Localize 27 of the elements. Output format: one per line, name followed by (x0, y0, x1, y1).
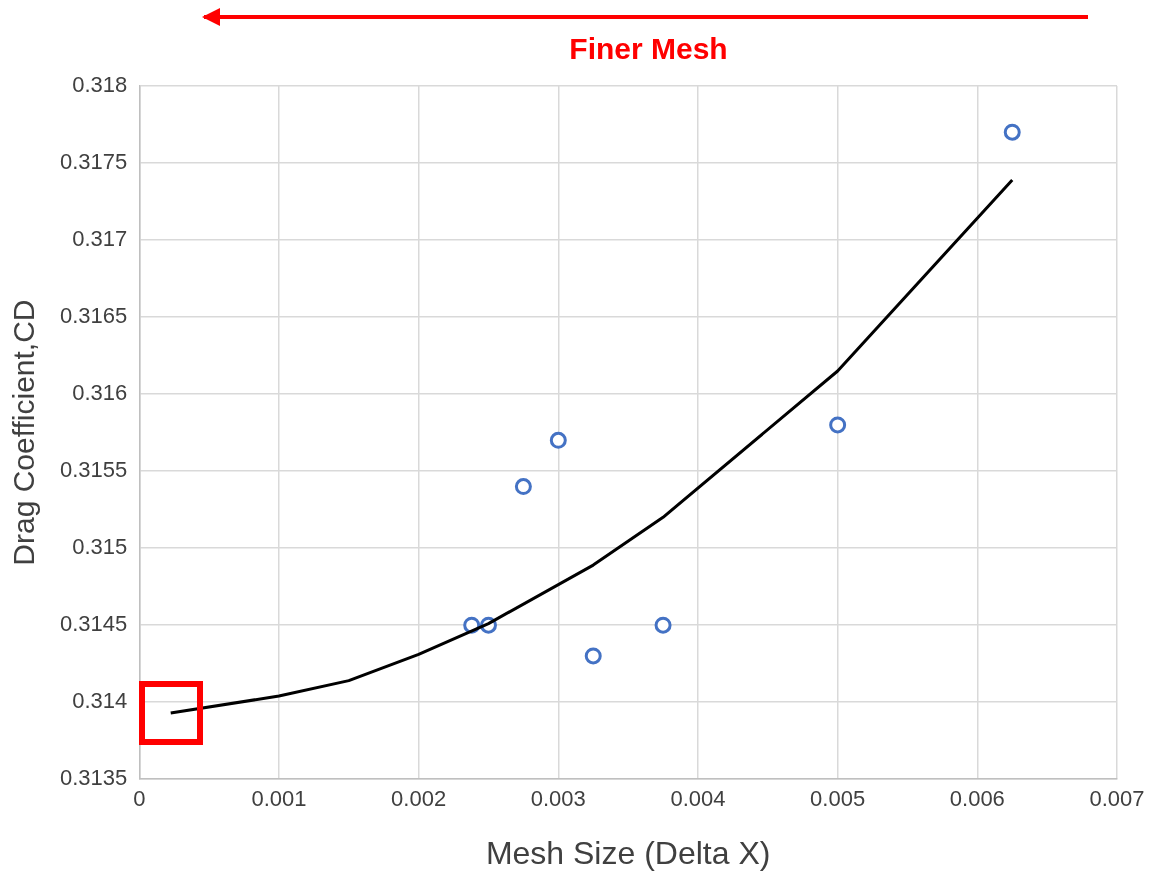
point (584, 647, 602, 665)
x-axis-title: Mesh Size (Delta X) (485, 834, 771, 871)
point (654, 616, 672, 634)
x-tick-label: 0.006 (949, 786, 1005, 812)
y-tick-label: 0.314 (72, 688, 128, 714)
x-tick-label: 0.004 (670, 786, 726, 812)
y-tick-label: 0.3155 (59, 457, 128, 483)
x-tick-label: 0.001 (251, 786, 307, 812)
y-axis-title: Drag Coefficient,CD (7, 299, 41, 566)
y-tick-label: 0.3145 (59, 611, 128, 637)
x-tick-label: 0.002 (391, 786, 447, 812)
y-tick-label: 0.317 (72, 226, 128, 252)
text: Finer Mesh (568, 32, 729, 66)
y-tick-label: 0.3175 (59, 149, 128, 175)
x-tick-label: 0.005 (810, 786, 866, 812)
x-tick-label: 0.003 (530, 786, 586, 812)
point (1003, 123, 1021, 141)
y-tick-label: 0.316 (72, 380, 128, 406)
point (514, 478, 532, 496)
x-tick-label: 0 (133, 786, 146, 812)
point (549, 431, 567, 449)
y-tick-label: 0.318 (72, 72, 128, 98)
y-tick-label: 0.3165 (59, 303, 128, 329)
x-tick-label: 0.007 (1089, 786, 1145, 812)
point (829, 416, 847, 434)
y-tick-label: 0.315 (72, 534, 128, 560)
y-tick-label: 0.3135 (59, 765, 128, 791)
